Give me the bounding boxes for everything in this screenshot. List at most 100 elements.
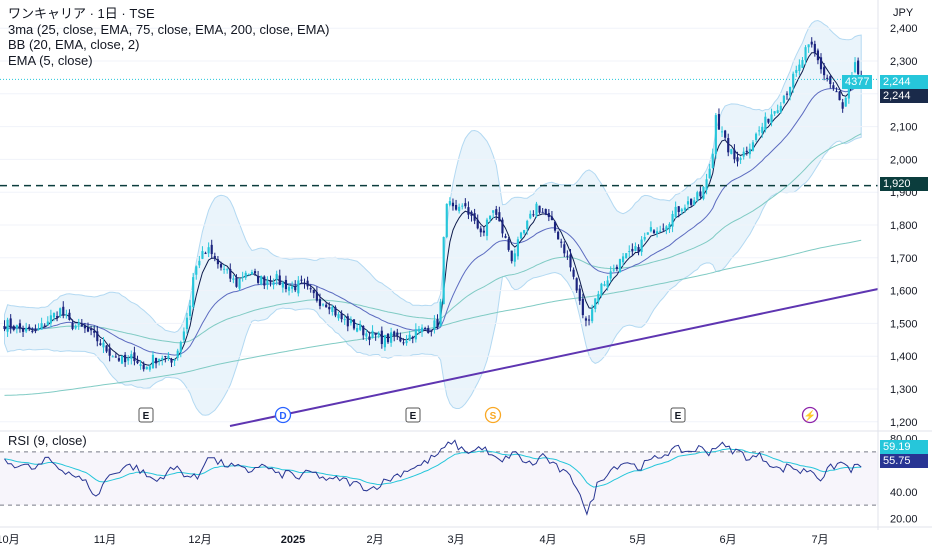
candle[interactable] — [272, 278, 275, 290]
candle[interactable] — [628, 245, 631, 258]
candle[interactable] — [386, 333, 390, 344]
candle[interactable] — [677, 206, 680, 218]
candle[interactable] — [643, 232, 646, 242]
candle[interactable] — [748, 143, 751, 159]
candle[interactable] — [55, 311, 59, 322]
event-news-icon[interactable]: ⚡ — [801, 406, 819, 424]
candle[interactable] — [510, 250, 513, 264]
candle[interactable] — [597, 290, 600, 305]
candle[interactable] — [584, 316, 588, 327]
candle[interactable] — [145, 366, 148, 370]
candle[interactable] — [680, 207, 683, 215]
candle[interactable] — [201, 246, 204, 260]
candle[interactable] — [479, 225, 482, 237]
candle[interactable] — [693, 197, 696, 206]
candle[interactable] — [495, 205, 498, 220]
candle[interactable] — [754, 132, 758, 143]
candle[interactable] — [501, 217, 504, 238]
candle[interactable] — [306, 276, 309, 290]
candle[interactable] — [96, 325, 99, 347]
candle[interactable] — [46, 316, 49, 327]
candle[interactable] — [139, 359, 142, 370]
candle[interactable] — [269, 275, 272, 287]
candle[interactable] — [798, 59, 801, 76]
candle[interactable] — [751, 140, 755, 152]
candle[interactable] — [182, 327, 185, 343]
candle[interactable] — [532, 210, 535, 217]
candle[interactable] — [618, 258, 622, 273]
candle[interactable] — [232, 274, 235, 284]
event-markers[interactable]: E D E S E ⚡ — [138, 406, 819, 424]
legend-ema[interactable]: EMA (5, close) — [8, 52, 93, 68]
candle[interactable] — [241, 271, 244, 282]
candle[interactable] — [816, 48, 820, 65]
candle[interactable] — [49, 309, 52, 328]
candle[interactable] — [621, 252, 625, 267]
candle[interactable] — [433, 315, 436, 334]
candle[interactable] — [646, 232, 649, 235]
candle[interactable] — [535, 201, 538, 218]
candle[interactable] — [609, 266, 612, 283]
candle[interactable] — [343, 315, 346, 325]
candle[interactable] — [15, 324, 18, 334]
candle[interactable] — [795, 65, 798, 77]
candle[interactable] — [761, 122, 764, 138]
candle[interactable] — [458, 203, 461, 214]
candle[interactable] — [792, 71, 795, 93]
candle[interactable] — [71, 319, 74, 331]
candle[interactable] — [516, 236, 519, 260]
candle[interactable] — [130, 350, 133, 365]
candle[interactable] — [253, 268, 257, 276]
candle[interactable] — [192, 272, 195, 309]
candle[interactable] — [467, 201, 470, 220]
candle[interactable] — [133, 346, 136, 366]
candle[interactable] — [318, 293, 322, 310]
candle[interactable] — [671, 210, 674, 233]
candle[interactable] — [108, 343, 111, 362]
candle[interactable] — [560, 238, 563, 248]
candle[interactable] — [83, 322, 86, 334]
candle[interactable] — [377, 331, 380, 339]
candle[interactable] — [260, 275, 263, 286]
candle[interactable] — [464, 198, 467, 209]
candle[interactable] — [244, 270, 247, 281]
candle[interactable] — [482, 226, 485, 237]
candle[interactable] — [325, 302, 328, 308]
candle[interactable] — [297, 276, 300, 297]
candle[interactable] — [720, 126, 724, 137]
candle[interactable] — [841, 98, 844, 113]
candle[interactable] — [359, 320, 362, 332]
candle[interactable] — [736, 151, 739, 167]
candle[interactable] — [25, 322, 28, 334]
candle[interactable] — [86, 322, 90, 333]
candle[interactable] — [59, 307, 62, 319]
candle[interactable] — [853, 57, 857, 74]
candle[interactable] — [12, 324, 15, 332]
candle[interactable] — [427, 325, 430, 334]
candle[interactable] — [782, 94, 785, 105]
candle[interactable] — [436, 314, 439, 330]
candle[interactable] — [767, 118, 770, 124]
candle[interactable] — [454, 199, 458, 211]
candle[interactable] — [699, 186, 702, 199]
candle[interactable] — [408, 330, 411, 342]
candle[interactable] — [362, 325, 365, 340]
candle[interactable] — [40, 317, 43, 330]
candle[interactable] — [733, 144, 736, 164]
candle[interactable] — [838, 91, 841, 101]
candle[interactable] — [591, 304, 594, 324]
candle[interactable] — [739, 156, 742, 164]
candle[interactable] — [819, 53, 823, 74]
candle[interactable] — [68, 309, 71, 321]
candle[interactable] — [142, 361, 145, 372]
candle[interactable] — [470, 210, 473, 222]
candle[interactable] — [74, 324, 77, 330]
candle[interactable] — [396, 328, 399, 340]
candle[interactable] — [356, 323, 359, 333]
candle[interactable] — [844, 96, 847, 107]
candle[interactable] — [829, 75, 832, 89]
candle[interactable] — [226, 267, 229, 274]
candle[interactable] — [93, 325, 96, 338]
candle[interactable] — [476, 214, 479, 230]
candle[interactable] — [114, 353, 117, 358]
